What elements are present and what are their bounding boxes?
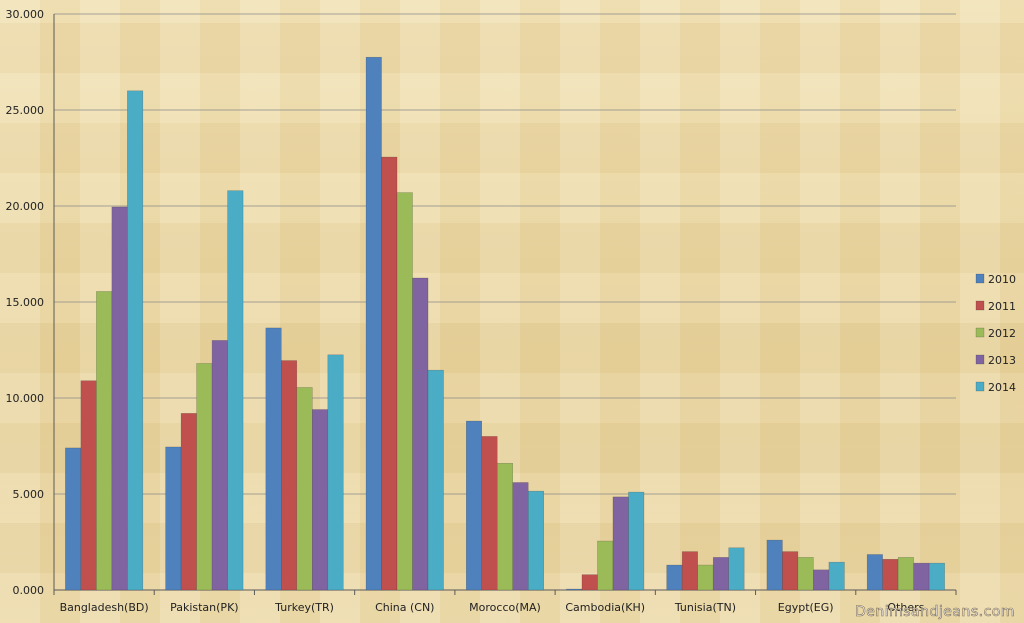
bar — [766, 539, 783, 591]
bar — [96, 291, 113, 591]
bar — [466, 420, 482, 591]
bar — [697, 564, 714, 591]
bar — [65, 447, 82, 591]
bar — [666, 564, 683, 591]
bar — [712, 557, 729, 591]
bar — [80, 380, 97, 591]
bar — [312, 409, 329, 591]
bar — [681, 551, 698, 591]
y-tick-label: 0.000 — [13, 584, 45, 597]
bar — [828, 561, 845, 591]
bar — [581, 574, 598, 591]
bar — [897, 557, 914, 591]
x-category-label: Tunisia(TN) — [674, 601, 736, 614]
bar — [296, 387, 313, 591]
bar — [928, 562, 945, 591]
bar — [412, 277, 429, 591]
x-category-label: Others — [887, 601, 924, 614]
bar — [528, 490, 544, 591]
y-tick-label: 25.000 — [6, 104, 45, 117]
y-tick-label: 20.000 — [6, 200, 45, 213]
bar — [913, 562, 930, 591]
bar — [227, 190, 244, 591]
x-category-label: Pakistan(PK) — [170, 601, 239, 614]
bar — [427, 369, 444, 591]
bar — [165, 446, 182, 591]
bar — [612, 496, 629, 591]
bar — [728, 547, 745, 591]
legend-swatch — [975, 354, 985, 365]
legend-swatch — [975, 327, 985, 338]
bar — [628, 491, 645, 591]
legend-swatch — [975, 381, 985, 392]
x-category-label: Morocco(MA) — [469, 601, 541, 614]
bar — [782, 551, 799, 591]
legend-label: 2010 — [988, 273, 1016, 286]
legend-label: 2014 — [988, 381, 1016, 394]
bar — [396, 192, 413, 591]
bar — [512, 482, 529, 591]
x-category-label: Turkey(TR) — [274, 601, 334, 614]
bar — [497, 463, 513, 591]
legend-label: 2011 — [988, 300, 1016, 313]
bar — [180, 413, 197, 591]
bar — [365, 56, 382, 591]
bar — [211, 340, 228, 591]
x-category-label: Bangladesh(BD) — [60, 601, 149, 614]
y-tick-label: 10.000 — [6, 392, 45, 405]
watermark-text: Denimsandjeans.com — [855, 604, 1015, 620]
x-category-label: Egypt(EG) — [778, 601, 834, 614]
legend-swatch — [975, 273, 985, 284]
bar — [566, 588, 583, 591]
bar — [327, 354, 344, 591]
legend-label: 2012 — [988, 327, 1016, 340]
y-tick-label: 5.000 — [13, 488, 45, 501]
bar — [381, 156, 398, 591]
bar — [281, 360, 298, 591]
bar — [196, 363, 213, 591]
bar — [882, 559, 899, 591]
bar — [866, 554, 883, 591]
x-category-label: China (CN) — [375, 601, 434, 614]
bar — [111, 206, 128, 591]
bar — [797, 557, 814, 591]
legend-swatch — [975, 300, 985, 311]
bar — [265, 327, 282, 591]
bar — [127, 90, 144, 591]
y-tick-label: 30.000 — [6, 8, 45, 21]
bar — [481, 436, 498, 591]
x-category-label: Cambodia(KH) — [565, 601, 645, 614]
bar — [597, 540, 614, 591]
y-tick-label: 15.000 — [6, 296, 45, 309]
bar — [813, 569, 830, 591]
legend-label: 2013 — [988, 354, 1016, 367]
